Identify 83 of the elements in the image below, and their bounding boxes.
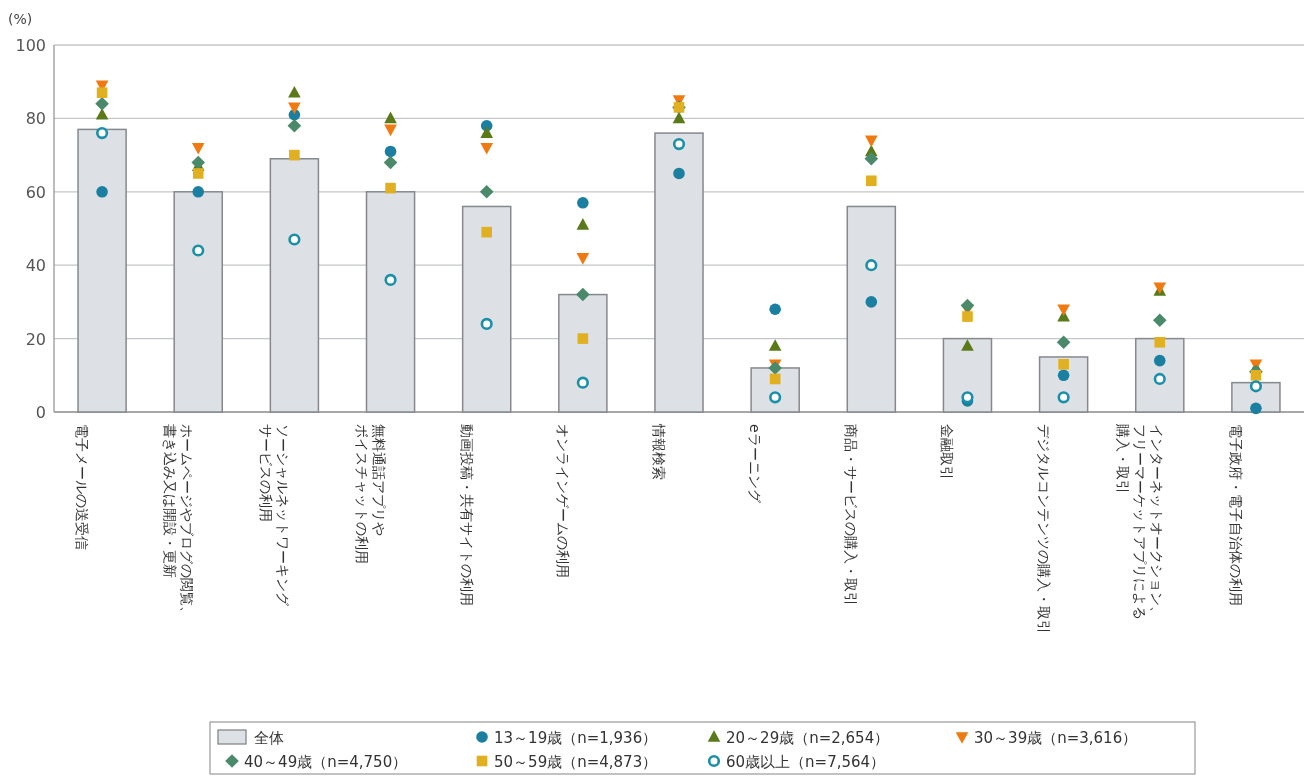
point [577,333,589,344]
bar [558,293,608,413]
y-tick-label: 80 [25,109,46,129]
bar [654,132,704,413]
point [96,186,108,198]
bar [77,128,127,413]
point [865,135,878,148]
point [95,96,109,111]
point [962,311,973,322]
point [1057,304,1070,317]
point [191,155,206,170]
point [191,142,205,155]
point [768,339,782,351]
point [769,391,782,404]
legend-label: 50～59歳（n=4,873） [494,753,658,771]
point [576,218,590,230]
point [288,233,301,246]
point [1250,370,1262,381]
y-tick-label: 100 [15,36,46,55]
bar [461,205,512,413]
point [480,126,493,138]
point [1154,336,1166,348]
point [480,317,493,331]
point [479,185,494,199]
point [96,87,108,99]
point [481,226,492,238]
point [1153,372,1166,386]
point [576,287,590,302]
point [384,145,397,158]
point [576,376,589,389]
y-tick-label: 40 [25,256,46,276]
legend-label: 40～49歳（n=4,750） [244,753,408,771]
point [192,168,204,179]
legend-label: 30～39歳（n=3,616） [974,729,1138,747]
point [1152,313,1167,328]
point [95,107,109,120]
bar [173,191,224,413]
legend-label: 20～29歳（n=2,654） [726,729,890,747]
point [866,175,877,187]
y-tick-label: 0 [35,403,46,422]
point [672,137,686,151]
point [1250,402,1262,415]
point [384,124,397,137]
point [769,303,781,316]
point [385,182,396,194]
point [384,273,397,286]
point [865,259,878,272]
point [1057,369,1070,382]
point [960,298,975,313]
legend-label: 全体 [254,729,284,747]
point [1249,380,1263,393]
point [673,167,685,180]
point [288,102,301,115]
point [288,85,301,98]
point [865,296,878,308]
point [1057,391,1070,404]
point [383,155,398,170]
point [864,151,879,166]
y-tick-label: 60 [25,182,46,202]
y-axis-title: (%) [8,11,33,27]
point [192,186,205,198]
y-tick-label: 20 [25,329,46,349]
legend-label: 60歳以上（n=7,564） [726,753,886,771]
point [961,391,974,404]
point [1153,354,1166,367]
point [577,197,589,209]
point [961,339,974,351]
bar [942,337,993,413]
point [1056,335,1071,350]
point [287,118,302,133]
point [289,149,300,161]
point [384,111,397,124]
bar [1134,337,1185,413]
point [192,244,205,257]
point [1058,358,1069,370]
bar [365,191,416,413]
point [480,142,493,155]
point [672,111,686,124]
point [95,126,109,140]
legend-label: 13～19歳（n=1,936） [494,729,658,747]
bar [269,158,320,413]
point [576,253,590,265]
bar [846,205,897,413]
